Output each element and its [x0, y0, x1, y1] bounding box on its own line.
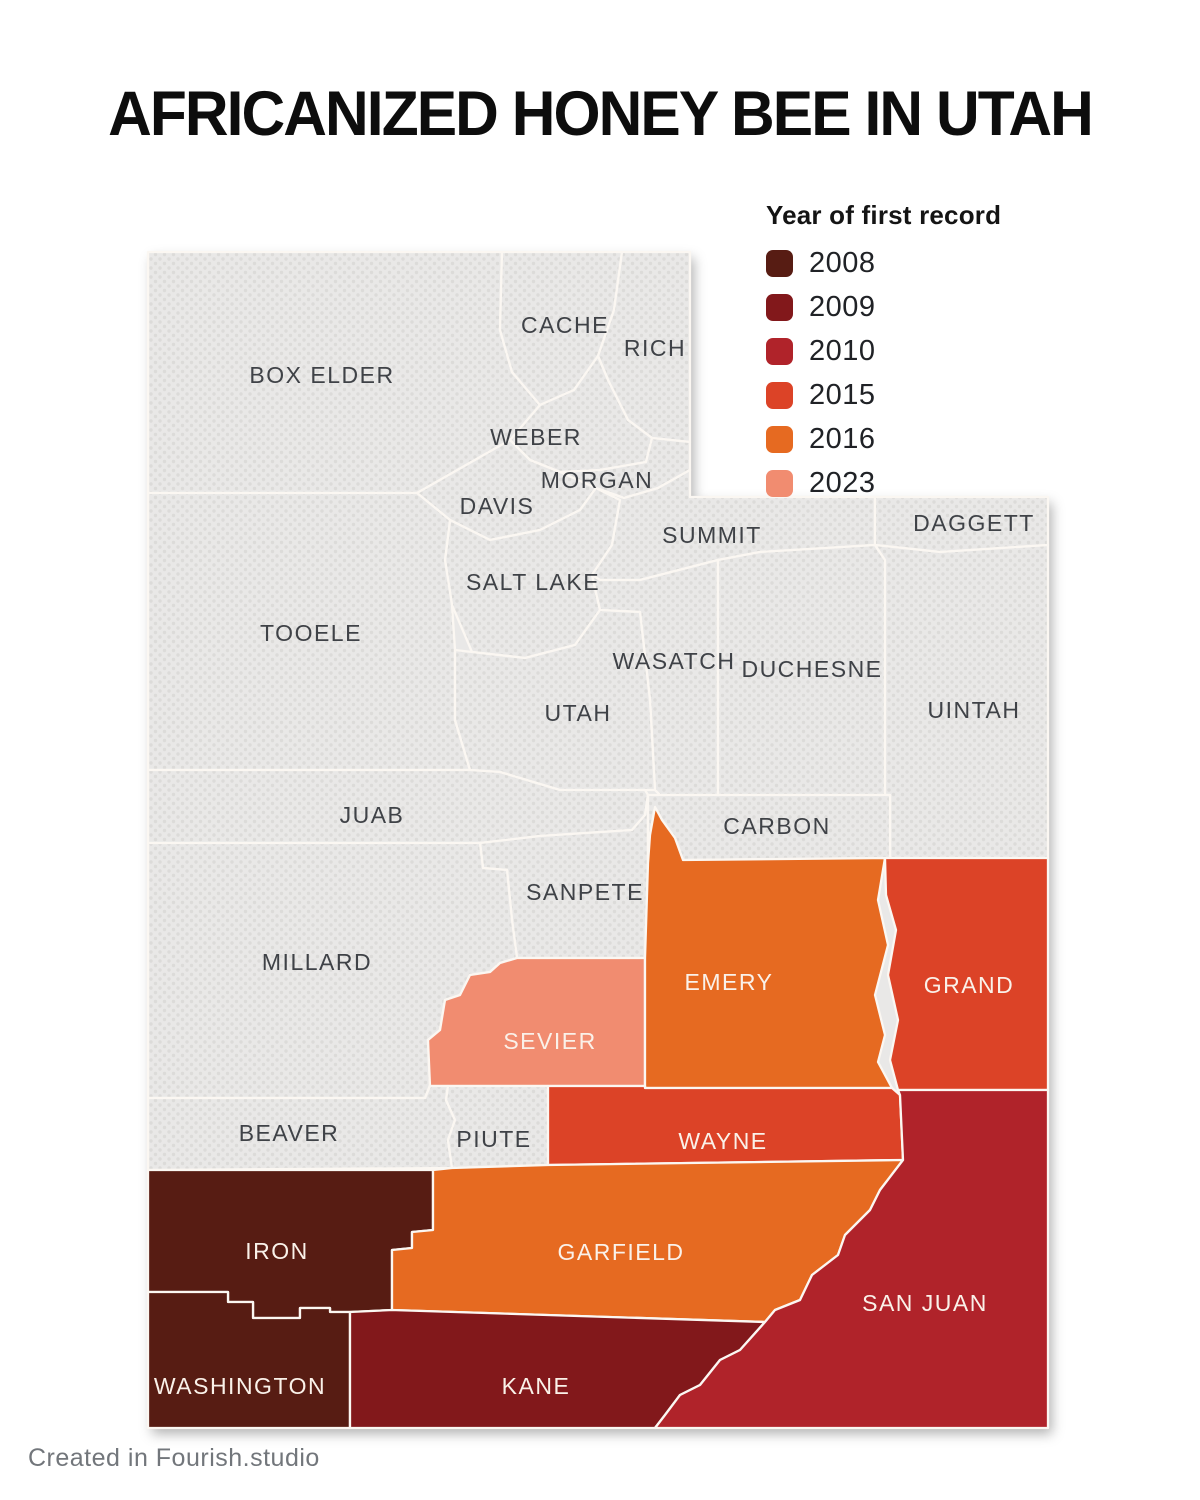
county-label-carbon: CARBON — [723, 813, 830, 839]
county-label-emery: EMERY — [685, 969, 774, 995]
county-label-cache: CACHE — [521, 312, 609, 338]
legend-swatch — [766, 338, 793, 365]
county-label-piute: PIUTE — [456, 1126, 531, 1152]
county-label-utah: UTAH — [545, 700, 612, 726]
legend-year-label: 2016 — [809, 423, 876, 455]
attribution-text: Created in Fourish.studio — [28, 1444, 320, 1472]
county-label-uintah: UINTAH — [928, 697, 1021, 723]
county-label-davis: DAVIS — [460, 493, 535, 519]
legend-swatch — [766, 470, 793, 497]
county-label-kane: KANE — [502, 1373, 571, 1399]
legend-item-2023[interactable]: 2023 — [766, 467, 1001, 500]
county-label-tooele: TOOELE — [260, 620, 362, 646]
county-label-rich: RICH — [624, 335, 686, 361]
county-label-grand: GRAND — [924, 972, 1015, 998]
legend-title: Year of first record — [766, 200, 1002, 230]
county-label-garfield: GARFIELD — [557, 1239, 684, 1265]
county-san-juan[interactable] — [653, 1088, 1050, 1430]
page-title: AFRICANIZED HONEY BEE IN UTAH — [108, 79, 1094, 149]
legend-year-label: 2010 — [809, 335, 876, 367]
county-label-morgan: MORGAN — [541, 467, 654, 493]
county-label-wasatch: WASATCH — [613, 648, 736, 674]
county-label-wayne: WAYNE — [678, 1128, 767, 1154]
legend-swatch — [766, 250, 793, 277]
legend-item-2009[interactable]: 2009 — [766, 291, 1001, 324]
legend-item-2015[interactable]: 2015 — [766, 379, 1001, 412]
legend: Year of first record 2008 2009 2010 2015 201… — [766, 200, 1001, 511]
legend-year-label: 2015 — [809, 379, 876, 411]
legend-item-2016[interactable]: 2016 — [766, 423, 1001, 456]
county-label-summit: SUMMIT — [662, 522, 762, 548]
legend-year-label: 2008 — [809, 247, 876, 279]
county-washington[interactable] — [146, 1290, 352, 1430]
legend-year-label: 2009 — [809, 291, 876, 323]
county-label-weber: WEBER — [490, 424, 582, 450]
county-label-sevier: SEVIER — [503, 1028, 596, 1054]
legend-item-2008[interactable]: 2008 — [766, 247, 1001, 280]
county-grand[interactable] — [883, 856, 1050, 1092]
legend-item-2010[interactable]: 2010 — [766, 335, 1001, 368]
county-label-beaver: BEAVER — [239, 1120, 340, 1146]
county-label-juab: JUAB — [340, 802, 405, 828]
county-label-san-juan: SAN JUAN — [862, 1290, 988, 1316]
county-label-box-elder: BOX ELDER — [249, 362, 394, 388]
county-label-daggett: DAGGETT — [913, 510, 1035, 536]
county-label-duchesne: DUCHESNE — [741, 656, 882, 682]
county-label-salt-lake: SALT LAKE — [466, 569, 600, 595]
county-label-millard: MILLARD — [262, 949, 372, 975]
legend-swatch — [766, 294, 793, 321]
legend-items: 2008 2009 2010 2015 2016 2023 — [766, 247, 1001, 500]
legend-swatch — [766, 426, 793, 453]
county-label-washington: WASHINGTON — [154, 1373, 326, 1399]
county-label-sanpete: SANPETE — [526, 879, 644, 905]
legend-swatch — [766, 382, 793, 409]
legend-year-label: 2023 — [809, 467, 876, 499]
county-label-iron: IRON — [245, 1238, 309, 1264]
